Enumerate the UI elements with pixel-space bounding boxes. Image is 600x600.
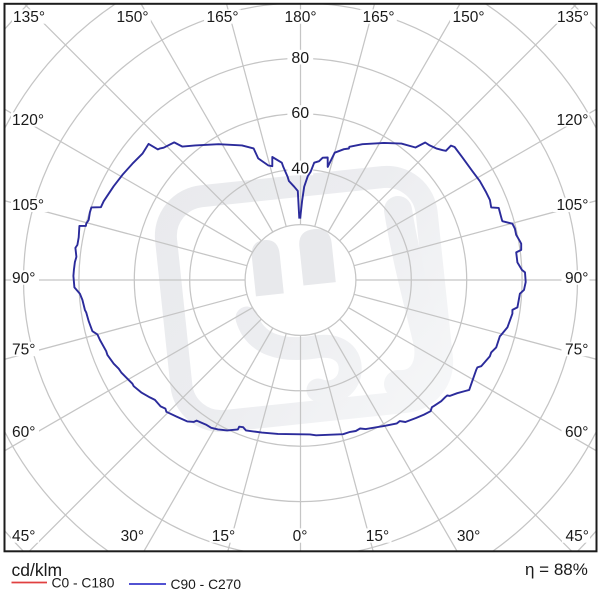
svg-text:105°: 105°	[12, 197, 44, 214]
svg-text:15°: 15°	[366, 528, 389, 545]
svg-text:40: 40	[291, 161, 309, 178]
svg-text:15°: 15°	[212, 528, 235, 545]
svg-text:120°: 120°	[556, 112, 588, 129]
svg-text:165°: 165°	[206, 9, 238, 26]
svg-text:30°: 30°	[121, 528, 144, 545]
svg-text:75°: 75°	[565, 341, 588, 358]
svg-text:C0 - C180: C0 - C180	[52, 576, 115, 591]
svg-text:180°: 180°	[284, 9, 316, 26]
svg-text:90°: 90°	[565, 270, 588, 287]
svg-text:80: 80	[291, 50, 309, 67]
svg-text:60°: 60°	[565, 424, 588, 441]
svg-text:cd/klm: cd/klm	[12, 560, 63, 580]
svg-text:C90 - C270: C90 - C270	[171, 577, 242, 592]
svg-text:η = 88%: η = 88%	[525, 560, 588, 579]
svg-text:60: 60	[291, 105, 309, 122]
svg-text:150°: 150°	[116, 9, 148, 26]
svg-text:45°: 45°	[12, 528, 35, 545]
svg-text:165°: 165°	[362, 9, 394, 26]
svg-text:150°: 150°	[452, 9, 484, 26]
svg-text:135°: 135°	[13, 9, 45, 26]
svg-text:0°: 0°	[293, 528, 308, 545]
svg-text:75°: 75°	[12, 341, 35, 358]
svg-text:90°: 90°	[12, 270, 35, 287]
svg-text:45°: 45°	[566, 528, 589, 545]
svg-text:60°: 60°	[12, 424, 35, 441]
svg-text:105°: 105°	[556, 197, 588, 214]
svg-text:135°: 135°	[557, 9, 589, 26]
svg-text:30°: 30°	[457, 528, 480, 545]
svg-text:120°: 120°	[12, 112, 44, 129]
